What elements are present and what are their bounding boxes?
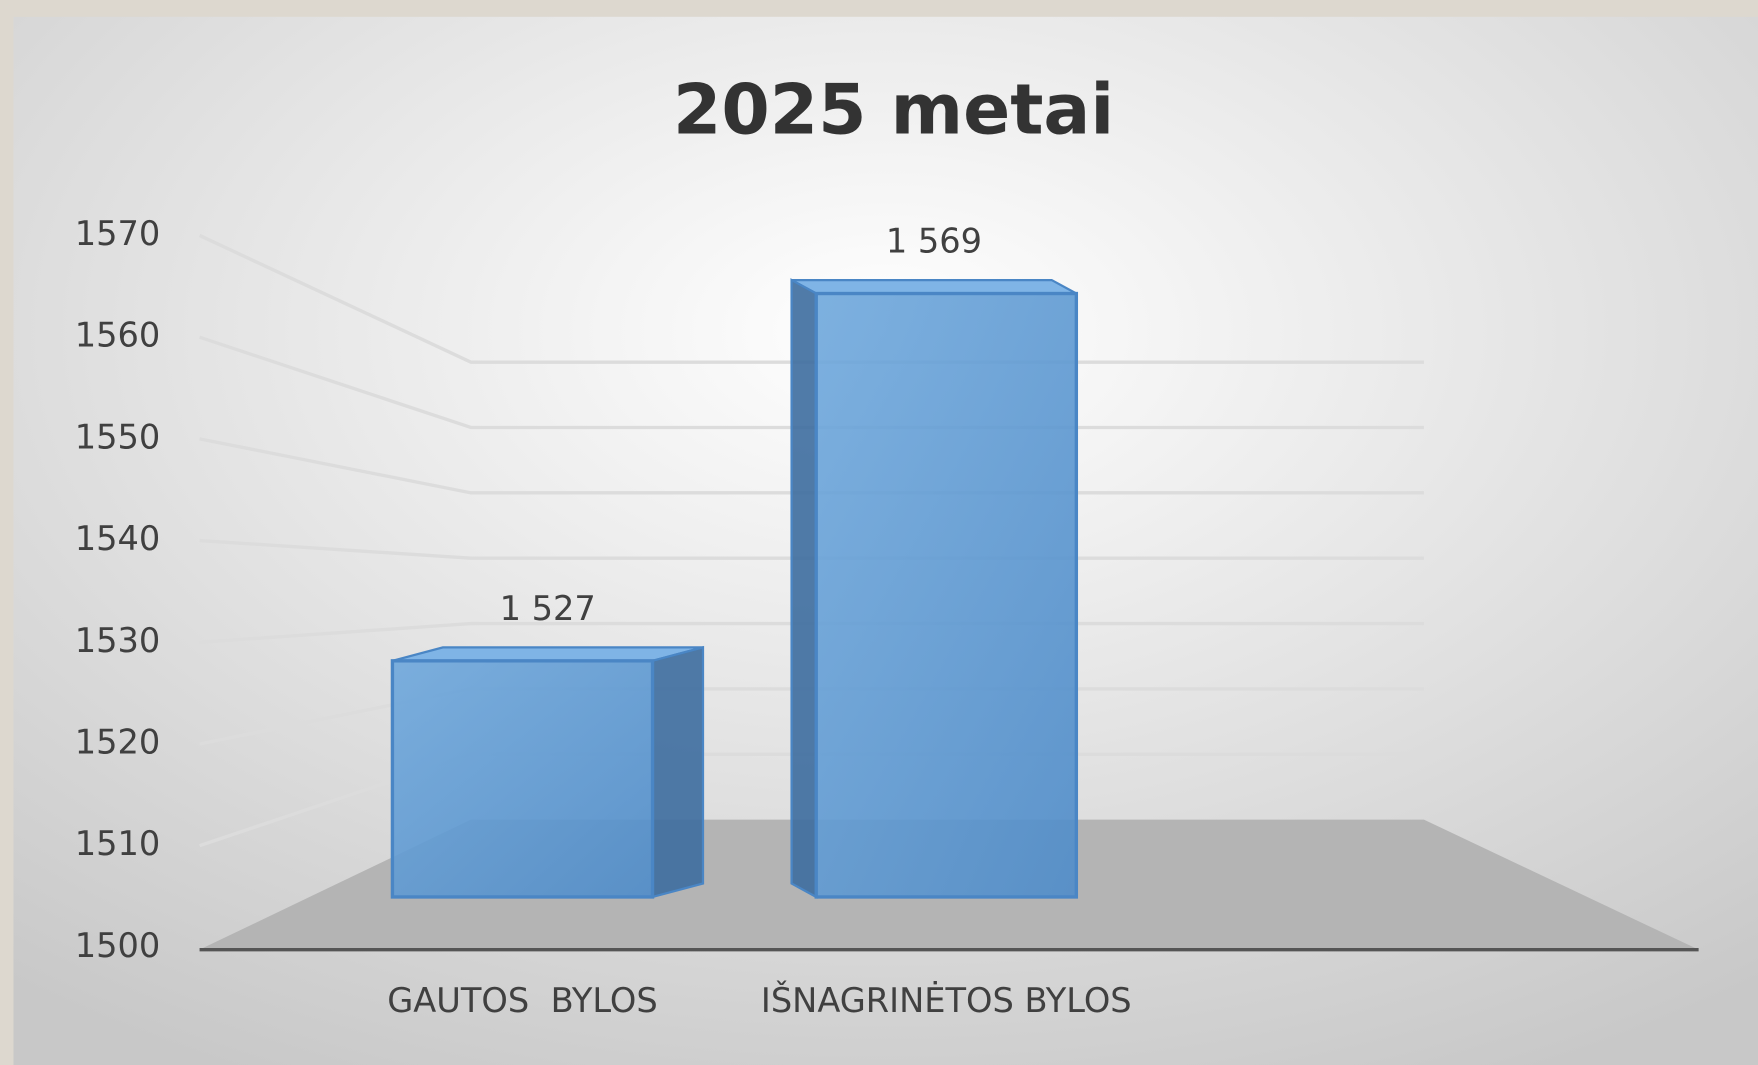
grid-line xyxy=(199,538,1424,560)
grid-line xyxy=(199,621,1424,644)
data-label: 1 569 xyxy=(886,222,982,261)
y-tick-label: 1530 xyxy=(75,621,161,660)
y-tick-label: 1560 xyxy=(75,316,161,355)
x-tick-label: GAUTOS BYLOS xyxy=(387,981,658,1020)
y-tick-label: 1520 xyxy=(75,722,161,761)
bar xyxy=(814,291,1079,899)
y-tick-label: 1550 xyxy=(75,417,161,456)
bar-side xyxy=(651,645,705,899)
x-tick-label: IŠNAGRINĖTOS BYLOS xyxy=(761,980,1132,1020)
bar-top xyxy=(791,278,1077,295)
chart-title: 2025 metai xyxy=(673,69,1114,150)
data-label: 1 527 xyxy=(500,589,596,628)
grid-line xyxy=(199,437,1424,495)
y-tick-label: 1570 xyxy=(75,214,161,253)
y-tick-label: 1500 xyxy=(75,926,161,965)
grid-line xyxy=(198,233,1424,364)
y-tick-label: 1510 xyxy=(75,824,161,863)
grid-line xyxy=(199,335,1424,430)
bar-side xyxy=(790,278,818,899)
y-tick-label: 1540 xyxy=(75,519,161,558)
bar xyxy=(390,659,655,899)
